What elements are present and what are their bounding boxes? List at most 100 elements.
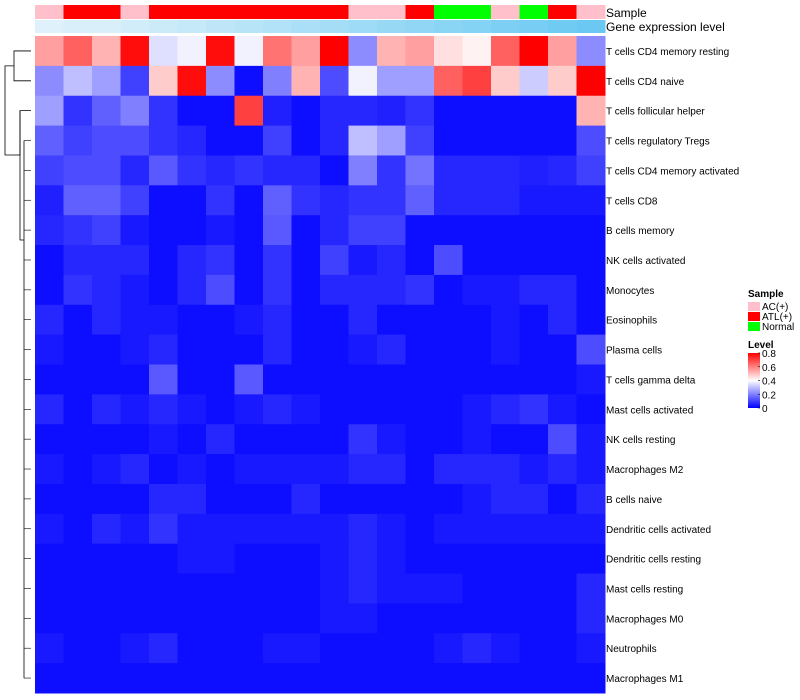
- heatmap-cell: [92, 125, 121, 156]
- row-label: Eosinophils: [606, 316, 657, 327]
- heatmap-cell: [234, 573, 264, 604]
- heatmap-cell: [491, 274, 520, 306]
- heatmap-cell: [377, 95, 406, 127]
- row-label: B cells memory: [606, 226, 674, 237]
- heatmap-cell: [263, 364, 292, 395]
- heatmap-cell: [234, 36, 264, 67]
- heatmap-cell: [519, 454, 549, 485]
- heatmap-cell: [462, 215, 492, 246]
- heatmap-cell: [120, 364, 150, 395]
- heatmap-cell: [63, 95, 93, 127]
- heatmap-cell: [63, 513, 93, 545]
- heatmap-cell: [291, 274, 321, 306]
- expression-annotation-cell: [263, 20, 292, 33]
- heatmap-cell: [35, 394, 64, 425]
- heatmap-cell: [63, 543, 93, 575]
- heatmap-cell: [348, 513, 378, 545]
- heatmap-cell: [234, 424, 264, 455]
- heatmap-cell: [63, 334, 93, 365]
- heatmap-cell: [263, 65, 292, 97]
- heatmap-cell: [92, 364, 121, 395]
- heatmap-cell: [206, 543, 235, 575]
- heatmap-cell: [120, 513, 150, 545]
- heatmap-cell: [548, 304, 577, 336]
- legend-swatch: [748, 302, 760, 311]
- heatmap-cell: [234, 215, 264, 246]
- heatmap-cell: [519, 364, 549, 395]
- sample-annotation-cell: [206, 5, 235, 19]
- heatmap-cell: [405, 36, 435, 67]
- heatmap-cell: [92, 185, 121, 216]
- heatmap-cell: [234, 603, 264, 634]
- heatmap-cell: [234, 394, 264, 425]
- sample-annotation-cell: [320, 5, 349, 19]
- expression-annotation-cell: [348, 20, 378, 33]
- heatmap-cell: [519, 36, 549, 67]
- heatmap-cell: [320, 394, 349, 425]
- heatmap-cell: [405, 245, 435, 276]
- heatmap-cell: [320, 424, 349, 455]
- heatmap-cell: [519, 663, 549, 694]
- heatmap-cell: [576, 513, 606, 545]
- sample-annotation-cell: [63, 5, 93, 19]
- heatmap-cell: [320, 663, 349, 694]
- sample-annotation-cell: [491, 5, 520, 19]
- heatmap-cell: [120, 125, 150, 156]
- heatmap-cell: [462, 364, 492, 395]
- heatmap-cell: [519, 424, 549, 455]
- legend-tick-label: 0: [762, 404, 768, 415]
- heatmap-cell: [234, 245, 264, 276]
- heatmap-cell: [434, 663, 463, 694]
- heatmap-cell: [434, 36, 463, 67]
- heatmap-cell: [548, 454, 577, 485]
- heatmap-cell: [234, 334, 264, 365]
- heatmap-cell: [92, 304, 121, 336]
- legend-tick-label: 0.2: [762, 390, 776, 401]
- heatmap-cell: [263, 603, 292, 634]
- heatmap-cell: [548, 543, 577, 575]
- heatmap-cell: [491, 603, 520, 634]
- heatmap-cell: [576, 125, 606, 156]
- heatmap-cell: [405, 513, 435, 545]
- heatmap-cell: [291, 65, 321, 97]
- heatmap-cell: [291, 155, 321, 186]
- heatmap-cell: [405, 274, 435, 306]
- heatmap-cell: [320, 573, 349, 604]
- heatmap-cell: [576, 483, 606, 515]
- heatmap-cell: [377, 663, 406, 694]
- heatmap-cell: [63, 304, 93, 336]
- heatmap-cell: [377, 364, 406, 395]
- heatmap-cell: [462, 304, 492, 336]
- row-label: Macrophages M0: [606, 614, 684, 625]
- heatmap-cell: [291, 36, 321, 67]
- sample-annotation-cell: [348, 5, 378, 19]
- heatmap-cell: [92, 215, 121, 246]
- heatmap-cell: [320, 65, 349, 97]
- heatmap-cell: [149, 125, 178, 156]
- heatmap-cell: [519, 543, 549, 575]
- heatmap-cell: [348, 483, 378, 515]
- heatmap-cell: [234, 304, 264, 336]
- heatmap-cell: [491, 215, 520, 246]
- heatmap-cell: [405, 633, 435, 664]
- heatmap-cell: [462, 483, 492, 515]
- heatmap-cell: [348, 155, 378, 186]
- sample-annotation-cell: [576, 5, 606, 19]
- heatmap-cell: [320, 513, 349, 545]
- heatmap-cell: [92, 424, 121, 455]
- heatmap-cell: [377, 603, 406, 634]
- heatmap-cell: [462, 245, 492, 276]
- heatmap-cell: [120, 274, 150, 306]
- row-labels: T cells CD4 memory resting T cells CD4 na…: [606, 47, 739, 685]
- sample-annotation-cell: [519, 5, 549, 19]
- heatmap-cell: [63, 125, 93, 156]
- heatmap-cell: [576, 603, 606, 634]
- heatmap-cell: [576, 334, 606, 365]
- heatmap-cell: [405, 573, 435, 604]
- heatmap-cell: [120, 36, 150, 67]
- heatmap-cell: [320, 304, 349, 336]
- heatmap-cell: [462, 603, 492, 634]
- row-label: Mast cells resting: [606, 584, 683, 595]
- heatmap-cell: [548, 125, 577, 156]
- heatmap-cell: [462, 424, 492, 455]
